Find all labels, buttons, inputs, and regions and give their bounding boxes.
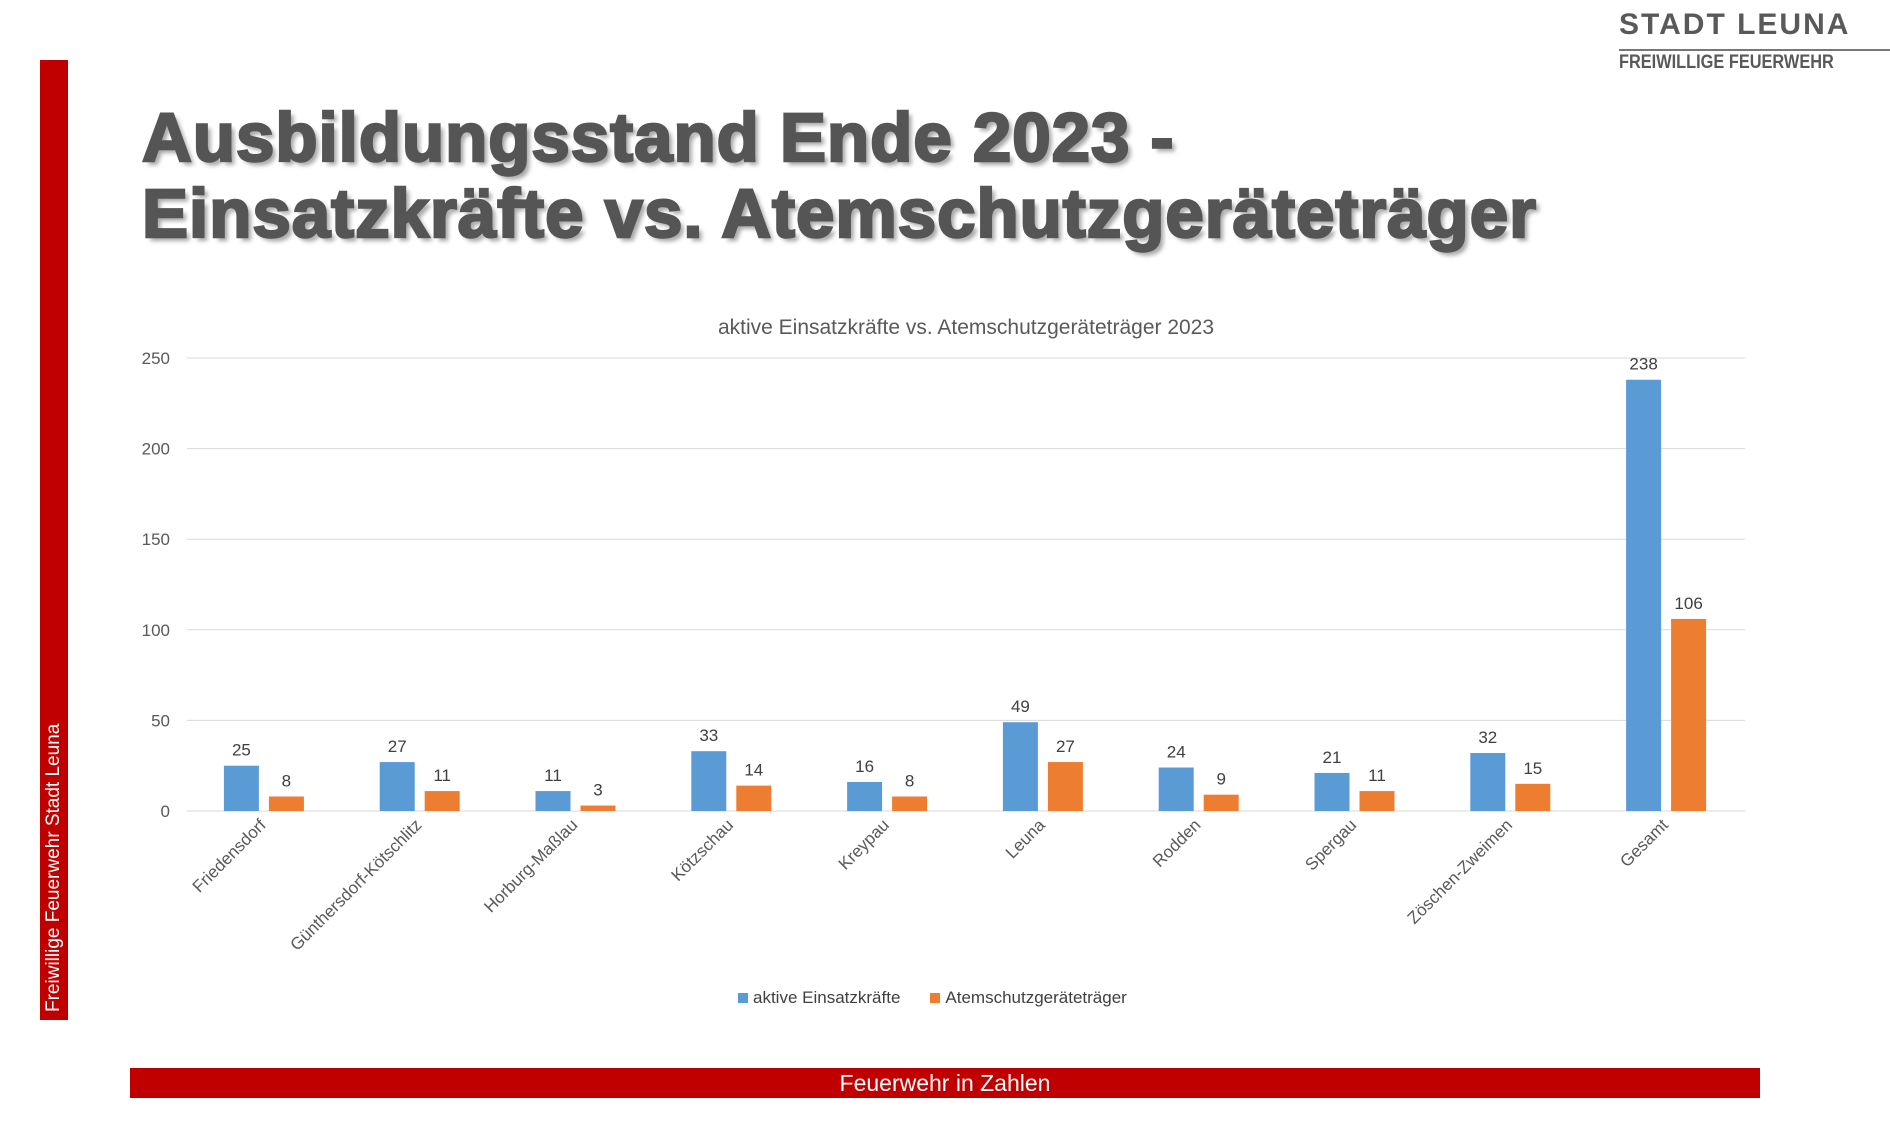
y-tick-label: 50: [151, 711, 170, 730]
bar-einsatzkraefte: [1158, 767, 1194, 811]
page-title: Ausbildungsstand Ende 2023 - Einsatzkräf…: [141, 98, 1537, 253]
data-label: 238: [1629, 355, 1657, 374]
bar-einsatzkraefte: [1626, 379, 1662, 811]
data-label: 9: [1216, 770, 1225, 789]
y-tick-label: 100: [142, 621, 170, 640]
chart-legend: aktive Einsatzkräfte Atemschutzgeräteträ…: [738, 988, 1127, 1008]
x-tick-label: Zöschen-Zweimen: [1404, 815, 1516, 927]
data-label: 27: [1056, 737, 1075, 756]
x-tick-label: Rodden: [1149, 815, 1205, 871]
x-tick-label: Horburg-Maßlau: [480, 815, 581, 916]
data-label: 32: [1478, 728, 1497, 747]
legend-swatch-blue: [738, 993, 748, 1003]
y-tick-label: 200: [142, 440, 170, 459]
footer-bar: Feuerwehr in Zahlen: [130, 1068, 1760, 1098]
bar-einsatzkraefte: [379, 762, 415, 811]
bar-atemschutz: [736, 785, 772, 811]
x-tick-label: Kötzschau: [668, 815, 738, 885]
logo-title: STADT LEUNA: [1619, 8, 1851, 41]
data-label: 3: [593, 781, 602, 800]
bar-einsatzkraefte: [223, 765, 259, 811]
data-label: 8: [905, 772, 914, 791]
logo-subtitle: FREIWILLIGE FEUERWEHR: [1619, 52, 1834, 73]
bar-atemschutz: [1047, 762, 1083, 811]
bar-atemschutz: [1359, 791, 1395, 811]
bar-einsatzkraefte: [847, 782, 883, 811]
x-tick-label: Friedensdorf: [189, 815, 270, 896]
x-tick-label: Leuna: [1002, 815, 1049, 862]
bar-atemschutz: [1515, 783, 1551, 811]
data-label: 25: [232, 741, 251, 760]
data-label: 24: [1167, 743, 1186, 762]
data-label: 11: [1368, 766, 1386, 785]
data-label: 106: [1674, 594, 1702, 613]
x-tick-label: Gesamt: [1616, 815, 1672, 871]
legend-swatch-orange: [930, 993, 941, 1003]
data-label: 21: [1323, 748, 1342, 767]
bar-einsatzkraefte: [1002, 722, 1038, 811]
bar-atemschutz: [892, 796, 928, 811]
y-tick-label: 0: [161, 802, 170, 821]
data-label: 27: [388, 737, 407, 756]
data-label: 8: [282, 772, 291, 791]
x-tick-label: Spergau: [1301, 815, 1360, 874]
bar-atemschutz: [580, 805, 616, 811]
bar-atemschutz: [424, 791, 460, 811]
page-title-line2: Einsatzkräfte vs. Atemschutzgeräteträger: [141, 174, 1537, 253]
legend-label: Atemschutzgeräteträger: [945, 988, 1127, 1007]
bar-einsatzkraefte: [691, 751, 727, 811]
bar-atemschutz: [1671, 618, 1707, 811]
data-label: 11: [544, 766, 562, 785]
data-label: 16: [855, 757, 874, 776]
logo-divider: [1619, 49, 1890, 51]
bar-atemschutz: [268, 796, 304, 811]
y-tick-label: 250: [142, 349, 170, 368]
data-label: 33: [699, 726, 718, 745]
data-label: 49: [1011, 697, 1030, 716]
bar-atemschutz: [1203, 794, 1239, 811]
legend-label: aktive Einsatzkräfte: [753, 988, 901, 1007]
bar-einsatzkraefte: [535, 791, 571, 811]
legend-item-atemschutz: Atemschutzgeräteträger: [930, 988, 1127, 1008]
bar-einsatzkraefte: [1470, 753, 1506, 811]
data-label: 14: [744, 761, 763, 780]
data-label: 15: [1523, 759, 1542, 778]
sidebar-bar: [40, 60, 68, 1020]
data-label: 11: [433, 766, 451, 785]
page-title-line1: Ausbildungsstand Ende 2023 -: [141, 98, 1175, 177]
x-tick-label: Kreypau: [835, 815, 893, 873]
bar-einsatzkraefte: [1314, 772, 1350, 811]
y-tick-label: 150: [142, 530, 170, 549]
x-tick-label: Günthersdorf-Kötschlitz: [286, 815, 425, 954]
legend-item-einsatzkraefte: aktive Einsatzkräfte: [738, 988, 900, 1008]
chart-title: aktive Einsatzkräfte vs. Atemschutzgerät…: [718, 316, 1214, 339]
